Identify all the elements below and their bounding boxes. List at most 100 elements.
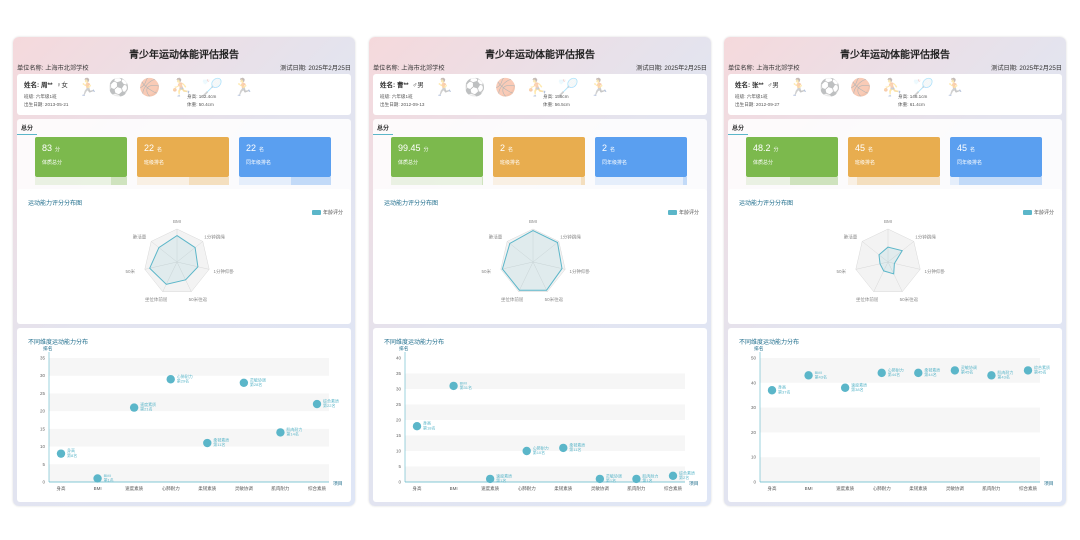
data-label: 肌肉耐力第1名 bbox=[642, 472, 658, 483]
data-label-line: BMI bbox=[104, 473, 111, 478]
weight-info: 体重: 50.4cm bbox=[187, 102, 214, 107]
total-score-bar bbox=[391, 177, 483, 185]
total-score-box: 99.45 分 体质总分 bbox=[391, 137, 483, 185]
rank-unit: 名 bbox=[868, 147, 874, 153]
data-point bbox=[840, 383, 850, 392]
score-bar-fill bbox=[848, 177, 858, 185]
distribution-chart: 05101520253035排名项目身高 BMI 速度素质 心肺耐力 柔韧素质 灵敏协调肌… bbox=[40, 345, 343, 492]
data-label-line: 肌肉耐力 bbox=[642, 472, 658, 478]
report-meta: 单位名称: 上海市北郊学校 测试日期: 2025年2月25日 bbox=[728, 63, 1062, 72]
data-label: 综合素质第2名 bbox=[679, 469, 695, 480]
y-tick-label: 10 bbox=[396, 449, 402, 454]
birth-info: 出生日期: 2012-09-27 bbox=[735, 102, 780, 107]
y-tick-label: 20 bbox=[40, 409, 46, 414]
rank-unit: 名 bbox=[970, 147, 976, 153]
data-label-line: 心肺耐力 bbox=[177, 373, 193, 379]
score-bar-fill bbox=[391, 177, 483, 185]
student-name-text: 姓名: 曹** bbox=[380, 82, 409, 89]
x-tick-label: 柔韧素质 bbox=[554, 485, 572, 492]
score-unit: 分 bbox=[773, 147, 779, 153]
report-title: 青少年运动体能评估报告 bbox=[485, 50, 595, 61]
radar-axis-label: 肺活量 bbox=[844, 233, 858, 240]
data-label-line: 第11名 bbox=[569, 446, 581, 452]
x-axis-title: 项目 bbox=[333, 481, 343, 487]
sports-silhouettes-icon: 🏃⚽🏀⛹🏸🏃 bbox=[433, 78, 621, 97]
data-point bbox=[877, 368, 886, 378]
x-tick-label: BMI bbox=[450, 486, 458, 491]
student-name: 姓名: 曹** ♂男 bbox=[380, 79, 424, 89]
y-tick-label: 35 bbox=[396, 371, 402, 376]
class-rank-bar bbox=[848, 177, 940, 185]
data-label: 速度素质第21名 bbox=[140, 401, 156, 412]
data-point bbox=[56, 449, 66, 458]
data-point bbox=[203, 438, 212, 448]
radar-axis-line bbox=[500, 261, 534, 270]
data-label: 灵敏协调第1名 bbox=[606, 472, 622, 483]
tab-total-score[interactable]: 总分 bbox=[17, 121, 38, 135]
radar-axis-line bbox=[532, 261, 548, 292]
y-axis-title: 排名 bbox=[754, 345, 764, 352]
data-label-line: 第8名 bbox=[67, 452, 77, 458]
total-score-value: 48.2 bbox=[753, 143, 771, 153]
data-point bbox=[767, 386, 777, 395]
y-tick-label: 30 bbox=[40, 373, 46, 378]
tab-total-score[interactable]: 总分 bbox=[373, 121, 394, 135]
data-label: BMI 第31名 bbox=[460, 380, 472, 390]
data-label-line: 身高 bbox=[423, 420, 431, 426]
tab-total-score[interactable]: 总分 bbox=[728, 121, 749, 135]
grade-rank-bar bbox=[239, 177, 331, 185]
rank-unit: 名 bbox=[157, 147, 163, 153]
total-score-bar bbox=[35, 177, 127, 185]
data-label-line: 第11名 bbox=[213, 441, 225, 447]
data-label-line: 柔韧素质 bbox=[213, 437, 229, 443]
grade-rank-label: 同年级排名 bbox=[602, 160, 628, 166]
distribution-panel: 不同维度运动能力分布 0 5 10 15 20 25 30 35 40 排名 项目 身高 BMI 速度素质… bbox=[373, 328, 707, 502]
data-point bbox=[950, 366, 960, 375]
data-label-line: 灵敏协调 bbox=[961, 364, 977, 370]
radar-title: 运动能力评分分布图 bbox=[28, 201, 83, 207]
radar-axis-label: 1分钟仰卧 bbox=[570, 268, 591, 275]
radar-title: 运动能力评分分布图 bbox=[384, 201, 439, 207]
grid-band bbox=[405, 404, 685, 420]
radar-axis-line bbox=[873, 261, 889, 292]
test-date: 测试日期: 2025年2月25日 bbox=[280, 65, 351, 72]
grid-band bbox=[405, 466, 685, 482]
total-score-label: 体质总分 bbox=[398, 160, 419, 166]
data-label: 综合素质第45名 bbox=[1034, 364, 1050, 375]
radar-axis-line bbox=[855, 261, 889, 270]
data-label-line: 柔韧素质 bbox=[569, 441, 585, 447]
data-label-line: 第31名 bbox=[460, 384, 472, 390]
y-tick-label: 0 bbox=[753, 480, 756, 485]
y-tick-label: 5 bbox=[42, 462, 45, 467]
total-score-label: 体质总分 bbox=[42, 160, 63, 166]
gender-label: ♂男 bbox=[412, 82, 424, 89]
radar-legend[interactable]: 年龄评分 bbox=[667, 209, 699, 216]
data-label-line: BMI bbox=[815, 370, 822, 375]
radar-axis-line bbox=[507, 241, 534, 263]
grid-band bbox=[760, 457, 1040, 482]
y-tick-label: 35 bbox=[40, 356, 46, 361]
data-label-line: 速度素质 bbox=[851, 381, 867, 387]
x-tick-label: 速度素质 bbox=[481, 485, 499, 492]
report-meta: 单位名称: 上海市北郊学校 测试日期: 2025年2月25日 bbox=[373, 63, 707, 72]
x-tick-label: 心肺耐力 bbox=[162, 485, 180, 492]
radar-legend[interactable]: 年龄评分 bbox=[1022, 209, 1054, 216]
data-label: 心肺耐力第44名 bbox=[888, 366, 904, 377]
total-score-label: 体质总分 bbox=[753, 160, 774, 166]
class-rank-bar bbox=[137, 177, 229, 185]
y-tick-label: 5 bbox=[398, 464, 401, 469]
radar-axis-label: BMI bbox=[173, 219, 181, 224]
radar-legend[interactable]: 年龄评分 bbox=[311, 209, 343, 216]
y-axis-title: 排名 bbox=[399, 345, 409, 352]
data-label-line: 灵敏协调 bbox=[606, 472, 622, 478]
x-tick-label: 身高 bbox=[768, 485, 777, 492]
data-label-line: 第44名 bbox=[888, 371, 900, 377]
total-score-value-row: 99.45 分 bbox=[398, 143, 429, 153]
radar-axis-line bbox=[862, 241, 889, 263]
class-rank-value: 2 bbox=[500, 143, 506, 153]
data-label-line: 第38名 bbox=[851, 386, 863, 392]
data-label: 综合素质第22名 bbox=[323, 398, 339, 409]
